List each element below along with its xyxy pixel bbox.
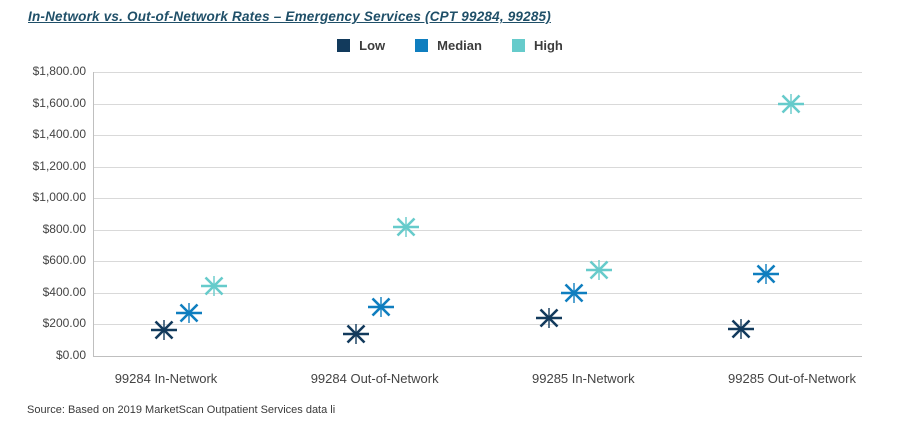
y-axis-tick-label: $800.00 bbox=[42, 221, 86, 236]
y-axis-tick-label: $0.00 bbox=[55, 348, 86, 362]
x-axis-category-label: 99285 In-Network bbox=[532, 371, 635, 386]
legend-swatch-icon bbox=[337, 39, 351, 52]
legend-label: Low bbox=[359, 38, 386, 53]
chart-title: In-Network vs. Out-of-Network Rates – Em… bbox=[28, 9, 551, 24]
y-axis-tick-label: $200.00 bbox=[42, 316, 86, 331]
gridline bbox=[93, 261, 862, 263]
gridline bbox=[93, 292, 862, 294]
y-axis-line bbox=[93, 72, 94, 356]
x-axis-category-label: 99284 Out-of-Network bbox=[310, 371, 439, 386]
x-axis-category-label: 99285 Out-of-Network bbox=[728, 371, 856, 386]
y-axis-tick-label: $1,200.00 bbox=[32, 158, 86, 173]
gridline bbox=[93, 324, 862, 326]
gridline bbox=[93, 198, 862, 200]
marker-low-1 bbox=[151, 319, 178, 340]
legend-item-high: High bbox=[511, 38, 563, 53]
gridline bbox=[93, 166, 862, 168]
y-axis-tick-label: $600.00 bbox=[42, 253, 86, 268]
gridline bbox=[93, 135, 862, 137]
marker-high-2 bbox=[393, 216, 420, 237]
legend-item-median: Median bbox=[415, 38, 482, 53]
legend-swatch-icon bbox=[511, 39, 525, 52]
legend-swatch-icon bbox=[415, 39, 429, 52]
gridline bbox=[93, 356, 862, 357]
x-axis-category-label: 99284 In-Network bbox=[114, 371, 218, 386]
y-axis-tick-label: $1,000.00 bbox=[32, 190, 86, 205]
marker-high-3 bbox=[585, 260, 612, 280]
marker-low-2 bbox=[343, 323, 370, 344]
y-axis-tick-label: $1,600.00 bbox=[32, 95, 86, 110]
y-axis-tick-label: $1,400.00 bbox=[32, 127, 86, 142]
marker-median-4 bbox=[752, 263, 779, 284]
marker-high-1 bbox=[201, 275, 228, 296]
gridline bbox=[93, 229, 862, 231]
marker-low-4 bbox=[727, 319, 754, 340]
marker-median-3 bbox=[560, 282, 587, 303]
source-note: Source: Based on 2019 MarketScan Outpati… bbox=[27, 404, 336, 416]
legend-label: Median bbox=[437, 38, 482, 53]
chart-legend: Low Median High bbox=[0, 38, 900, 53]
y-axis-tick-label: $400.00 bbox=[42, 284, 86, 299]
legend-item-low: Low bbox=[337, 38, 385, 53]
marker-median-2 bbox=[368, 297, 395, 318]
y-axis-tick-label: $1,800.00 bbox=[32, 64, 86, 78]
legend-label: High bbox=[533, 38, 563, 53]
marker-high-4 bbox=[777, 93, 804, 114]
gridline bbox=[93, 103, 862, 105]
gridline bbox=[93, 72, 862, 73]
marker-median-1 bbox=[176, 303, 203, 324]
marker-low-3 bbox=[535, 308, 562, 329]
